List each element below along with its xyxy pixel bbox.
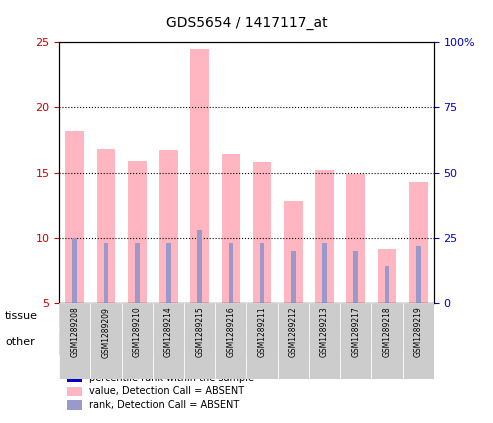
- Bar: [67, 359, 82, 369]
- Text: visceral adipose: visceral adipose: [301, 311, 380, 321]
- Bar: [315, 170, 334, 303]
- FancyBboxPatch shape: [215, 303, 246, 379]
- Bar: [97, 149, 115, 303]
- FancyBboxPatch shape: [340, 330, 434, 354]
- Text: GSM1289215: GSM1289215: [195, 307, 204, 357]
- Text: GSM1289211: GSM1289211: [258, 307, 267, 357]
- Bar: [253, 162, 272, 303]
- Text: GSM1289219: GSM1289219: [414, 307, 423, 357]
- Bar: [67, 400, 82, 410]
- FancyBboxPatch shape: [340, 303, 371, 379]
- Bar: [67, 387, 82, 396]
- Bar: [197, 230, 202, 303]
- Text: axillary depot: axillary depot: [166, 337, 233, 347]
- Bar: [221, 154, 240, 303]
- FancyBboxPatch shape: [90, 303, 122, 379]
- FancyBboxPatch shape: [246, 304, 434, 328]
- Bar: [378, 250, 396, 303]
- Bar: [291, 251, 296, 303]
- Bar: [322, 243, 327, 303]
- Text: tissue: tissue: [5, 311, 38, 321]
- Text: percentile rank within the sample: percentile rank within the sample: [89, 373, 254, 383]
- Bar: [67, 373, 82, 382]
- Text: GSM1289210: GSM1289210: [133, 307, 141, 357]
- FancyBboxPatch shape: [59, 303, 90, 379]
- Bar: [159, 151, 178, 303]
- Text: rank, Detection Call = ABSENT: rank, Detection Call = ABSENT: [89, 400, 240, 410]
- Text: subcutaneous adipose: subcutaneous adipose: [98, 311, 208, 321]
- Bar: [260, 243, 264, 303]
- Bar: [190, 49, 209, 303]
- Text: other: other: [5, 337, 35, 347]
- Text: GSM1289213: GSM1289213: [320, 307, 329, 357]
- Bar: [409, 182, 427, 303]
- Text: GSM1289208: GSM1289208: [70, 307, 79, 357]
- Text: mesenteric depot: mesenteric depot: [344, 337, 430, 347]
- FancyBboxPatch shape: [153, 303, 184, 379]
- Text: GSM1289209: GSM1289209: [102, 307, 110, 357]
- Bar: [66, 131, 84, 303]
- Text: value, Detection Call = ABSENT: value, Detection Call = ABSENT: [89, 386, 244, 396]
- Text: GSM1289212: GSM1289212: [289, 307, 298, 357]
- FancyBboxPatch shape: [278, 303, 309, 379]
- FancyBboxPatch shape: [153, 330, 246, 354]
- FancyBboxPatch shape: [122, 303, 153, 379]
- FancyBboxPatch shape: [184, 303, 215, 379]
- FancyBboxPatch shape: [246, 303, 278, 379]
- FancyBboxPatch shape: [246, 330, 340, 354]
- Text: GSM1289216: GSM1289216: [226, 307, 235, 357]
- FancyBboxPatch shape: [403, 303, 434, 379]
- Bar: [72, 238, 77, 303]
- Bar: [229, 243, 233, 303]
- Bar: [347, 174, 365, 303]
- Text: GSM1289218: GSM1289218: [383, 307, 391, 357]
- Text: epididymal depot: epididymal depot: [251, 337, 336, 347]
- Bar: [104, 243, 108, 303]
- Text: count: count: [89, 359, 117, 369]
- Text: inguinal depot: inguinal depot: [71, 337, 141, 347]
- Bar: [385, 266, 389, 303]
- FancyBboxPatch shape: [371, 303, 403, 379]
- Bar: [416, 245, 421, 303]
- Bar: [353, 251, 358, 303]
- Text: GSM1289217: GSM1289217: [352, 307, 360, 357]
- Bar: [135, 243, 140, 303]
- FancyBboxPatch shape: [59, 330, 153, 354]
- Bar: [128, 161, 146, 303]
- Bar: [284, 201, 303, 303]
- FancyBboxPatch shape: [59, 304, 246, 328]
- Text: GDS5654 / 1417117_at: GDS5654 / 1417117_at: [166, 16, 327, 30]
- Bar: [166, 243, 171, 303]
- FancyBboxPatch shape: [309, 303, 340, 379]
- Text: GSM1289214: GSM1289214: [164, 307, 173, 357]
